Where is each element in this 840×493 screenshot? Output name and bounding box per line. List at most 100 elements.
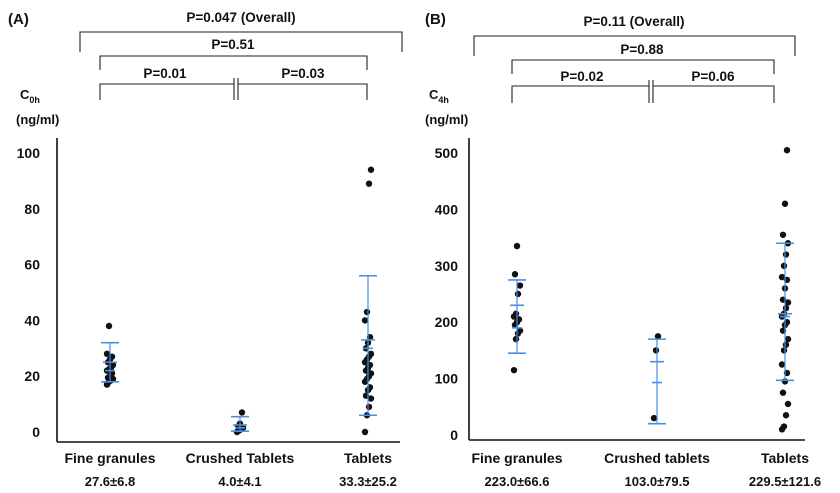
panel-a-data-point: [367, 350, 375, 358]
panel-a-bracket-overall: [79, 31, 403, 52]
panel-b-data-point: [780, 262, 788, 269]
panel-a-data-point: [361, 428, 369, 436]
panel-b-category-label: Crushed tablets: [604, 450, 710, 466]
panel-a-data-point: [365, 180, 373, 187]
panel-b-data-point: [512, 310, 520, 317]
panel-a-category-label: Crushed Tablets: [186, 450, 295, 466]
panel-a: (A) P=0.047 (Overall) P=0.51 P=0.01 P=0.…: [8, 10, 403, 489]
panel-a-ytick-label: 80: [24, 201, 40, 217]
panel-a-pvalue-crushed-vs-tablets: P=0.03: [281, 66, 325, 81]
panel-a-ylabel-main: C: [20, 87, 30, 102]
panel-a-data-point: [367, 370, 375, 377]
panel-b-data-point: [512, 335, 520, 343]
panel-a-ytick-label: 60: [24, 257, 40, 273]
panel-b-ylabel-sub: 4h: [438, 95, 449, 105]
panel-a-bracket-crushed-tablets: [238, 83, 368, 100]
panel-a-pvalue-fine-vs-crushed: P=0.01: [143, 66, 187, 81]
panel-a-data-point: [109, 361, 117, 369]
panel-a-pvalue-overall: P=0.047 (Overall): [186, 10, 295, 25]
panel-b-pvalue-fine-vs-tablets: P=0.88: [620, 42, 664, 57]
panel-b-category-label: Fine granules: [471, 450, 562, 466]
panel-a-data-point: [363, 308, 371, 316]
panel-b-ylabel-main: C: [429, 87, 439, 102]
panel-b-pvalue-fine-vs-crushed: P=0.02: [560, 69, 603, 84]
panel-b-data-point: [780, 423, 788, 430]
panel-b-data-point: [782, 251, 790, 258]
panel-a-summary-label: 33.3±25.2: [339, 474, 397, 489]
panel-a-ytick-label: 20: [24, 368, 40, 384]
panel-a-pvalue-fine-vs-tablets: P=0.51: [211, 37, 255, 52]
panel-a-bracket-fine-crushed: [99, 83, 234, 100]
panel-a-category-label: Tablets: [344, 450, 392, 466]
panel-a-tick-labels: 0 20 40 60 80 100: [17, 145, 41, 440]
panel-a-data-point: [105, 322, 113, 330]
panel-b-data-point: [654, 333, 662, 340]
panel-a-summary-label: 4.0±4.1: [218, 474, 261, 489]
panel-b-data-point: [516, 282, 524, 289]
panel-b-data-point: [784, 400, 792, 408]
panel-b-data-point: [780, 347, 788, 354]
panel-a-ylabel: C0h: [20, 87, 40, 105]
panel-b-data-point: [778, 273, 786, 281]
panel-b-summary-label: 229.5±121.6: [749, 474, 821, 489]
panel-b-category-labels: Fine granules 223.0±66.6 Crushed tablets 10…: [471, 450, 821, 489]
panel-a-ytick-label: 40: [24, 312, 40, 328]
panel-b-data-point: [514, 290, 522, 298]
panel-b-ytick-label: 100: [435, 371, 459, 387]
panel-b-data-point: [650, 414, 658, 422]
panel-a-bracket-tablets: [99, 55, 368, 70]
panel-a-data-point: [103, 350, 111, 358]
panel-b-ylabel-unit: (ng/ml): [425, 112, 468, 127]
panel-b-data-point: [782, 412, 790, 419]
panel-b-bracket-overall: [473, 35, 796, 56]
panel-b-ytick-label: 200: [435, 314, 459, 330]
panel-b-bracket-tablets: [511, 59, 775, 74]
panel-b-data-point: [782, 341, 790, 348]
panel-b-error-bars: [508, 242, 794, 425]
panel-a-ylabel-sub: 0h: [29, 95, 40, 105]
panel-a-data-point: [365, 403, 373, 411]
panel-b-data-point: [782, 304, 790, 312]
panel-b-pvalue-overall: P=0.11 (Overall): [584, 14, 685, 29]
panel-b-data-point: [779, 389, 787, 396]
panel-b-data-point: [652, 347, 660, 354]
panel-b-data-point: [779, 231, 787, 238]
panel-b-data-point: [511, 271, 519, 278]
panel-b-summary-label: 223.0±66.6: [485, 474, 550, 489]
panel-b-data-point: [783, 146, 791, 154]
panel-a-category-labels: Fine granules 27.6±6.8 Crushed Tablets 4.0±…: [64, 450, 396, 489]
panel-b-ytick-label: 500: [435, 145, 459, 161]
panel-b-data-point: [510, 366, 518, 374]
panel-b-data-point: [778, 361, 786, 368]
panel-a-points: [103, 166, 375, 436]
panel-a-label: (A): [8, 11, 29, 28]
panel-b-data-point: [781, 200, 789, 207]
panel-a-data-point: [367, 395, 375, 402]
panel-b-ytick-label: 300: [435, 258, 459, 274]
panel-a-ylabel-unit: (ng/ml): [16, 112, 59, 127]
panel-b-bracket-crushed-tablets: [653, 85, 775, 103]
panel-b-ytick-label: 0: [450, 427, 458, 443]
panel-b-data-point: [516, 327, 524, 334]
panel-a-ytick-label: 100: [17, 145, 41, 161]
panel-a-data-point: [238, 409, 246, 416]
panel-b-ytick-label: 400: [435, 201, 459, 217]
panel-a-ytick-label: 0: [32, 424, 40, 440]
panel-b-category-label: Tablets: [761, 450, 809, 466]
panel-b: (B) P=0.11 (Overall) P=0.88 P=0.02 P=0.0…: [425, 11, 821, 489]
panel-b-label: (B): [425, 11, 446, 28]
panel-b-pvalue-crushed-vs-tablets: P=0.06: [691, 69, 735, 84]
panel-b-data-point: [784, 335, 792, 343]
panel-b-points: [510, 146, 792, 433]
panel-b-bracket-fine-crushed: [511, 85, 649, 103]
panel-b-data-point: [784, 299, 792, 306]
panel-a-data-point: [367, 166, 375, 173]
panel-b-summary-label: 103.0±79.5: [625, 474, 690, 489]
panel-b-tick-labels: 0 100 200 300 400 500: [435, 145, 459, 443]
panel-b-data-point: [513, 242, 521, 250]
panel-a-brackets: [79, 31, 403, 100]
panel-a-summary-label: 27.6±6.8: [85, 474, 136, 489]
panel-b-brackets: [473, 35, 796, 103]
panel-a-category-label: Fine granules: [64, 450, 155, 466]
